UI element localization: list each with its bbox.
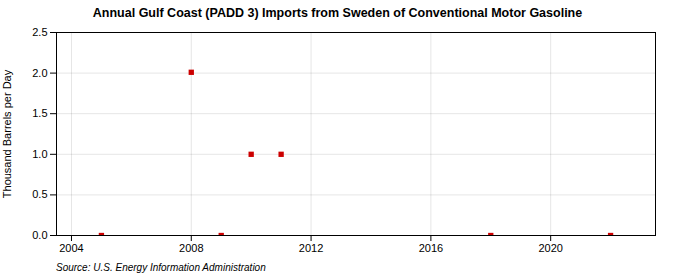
svg-text:2.5: 2.5 xyxy=(32,26,47,38)
svg-text:2016: 2016 xyxy=(419,242,443,254)
svg-text:1.5: 1.5 xyxy=(32,107,47,119)
svg-text:0.5: 0.5 xyxy=(32,188,47,200)
svg-text:2.0: 2.0 xyxy=(32,67,47,79)
svg-text:1.0: 1.0 xyxy=(32,148,47,160)
html-text:Annual Gulf Coast (PADD 3) Imp: Annual Gulf Coast (PADD 3) Imports from … xyxy=(92,6,583,20)
svg-text:2020: 2020 xyxy=(538,242,562,254)
svg-text:2004: 2004 xyxy=(59,242,83,254)
svg-text:2012: 2012 xyxy=(299,242,323,254)
svg-text:2008: 2008 xyxy=(179,242,203,254)
svg-text:0.0: 0.0 xyxy=(32,229,47,241)
html-text:Source: U.S. Energy Informatio: Source: U.S. Energy Information Administ… xyxy=(56,262,266,273)
svg-text:Thousand Barrels per Day: Thousand Barrels per Day xyxy=(1,69,13,198)
